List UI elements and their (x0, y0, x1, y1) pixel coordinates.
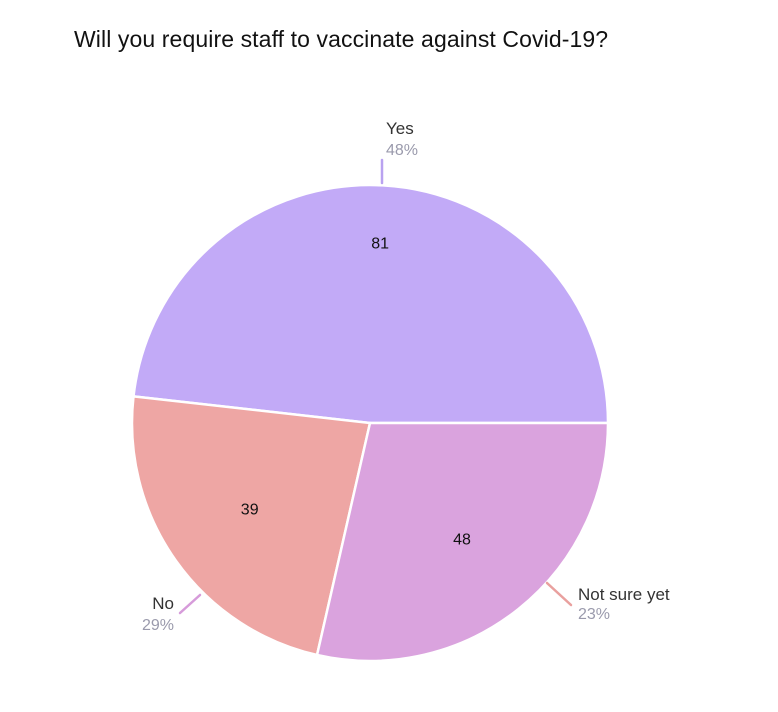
slice-category-label: Not sure yet (578, 585, 670, 604)
slice-value-label: 48 (453, 531, 471, 548)
slice-value-label: 39 (241, 501, 259, 518)
slice-category-label: No (152, 594, 174, 613)
slice-percent-label: 29% (142, 617, 174, 634)
leader-lines (178, 158, 573, 615)
chart-title: Will you require staff to vaccinate agai… (74, 26, 609, 52)
slice-value-label: 81 (371, 235, 389, 252)
slice-percent-label: 48% (386, 142, 418, 159)
leader-line (178, 593, 202, 615)
pie-slice-yes (132, 183, 610, 425)
pie-slice-not-sure-yet (130, 395, 372, 657)
slice-category-label: Yes (386, 119, 414, 138)
slice-percent-label: 23% (578, 606, 610, 623)
leader-line (545, 581, 573, 607)
pie-labels: 81 Yes 48% 39 Not sure yet 23% 48 No 29% (142, 119, 670, 634)
pie-slice-no (315, 421, 610, 663)
pie-slices (130, 183, 610, 663)
